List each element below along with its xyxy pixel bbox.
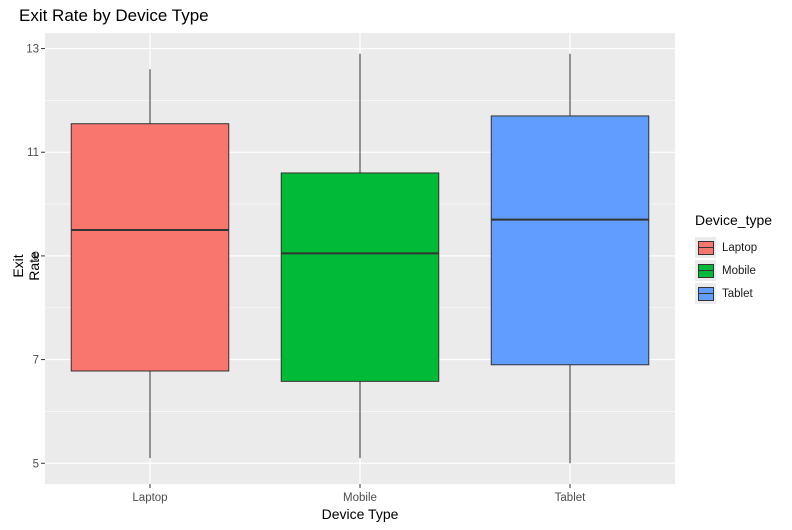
legend-title: Device_type [695, 212, 773, 228]
legend-key [695, 237, 716, 258]
legend-median-mark [698, 270, 714, 271]
y-tick-label: 11 [27, 147, 39, 159]
y-tick-label: 9 [33, 251, 39, 263]
y-axis-label: Exit Rate [10, 251, 42, 281]
legend: Device_type Laptop Mobile Tablet [695, 212, 772, 305]
box-tablet [490, 115, 650, 366]
legend-item-laptop: Laptop [695, 236, 772, 259]
legend-item-mobile: Mobile [695, 259, 772, 282]
legend-median-mark [698, 247, 714, 248]
x-tick-label: Laptop [132, 492, 167, 504]
legend-label: Mobile [722, 264, 756, 277]
legend-swatch [698, 264, 714, 278]
y-tick-label: 13 [26, 44, 39, 56]
legend-swatch [698, 287, 714, 301]
chart-title: Exit Rate by Device Type [19, 6, 209, 25]
legend-items: Laptop Mobile Tablet [695, 236, 772, 305]
legend-label: Tablet [722, 287, 753, 300]
legend-key [695, 283, 716, 304]
legend-key [695, 260, 716, 281]
x-tick-label: Tablet [555, 492, 586, 504]
y-tick-label: 5 [33, 458, 39, 470]
box-laptop [70, 123, 230, 372]
legend-swatch [698, 241, 714, 255]
legend-label: Laptop [722, 241, 758, 254]
box-mobile [280, 172, 440, 382]
y-tick-label: 7 [33, 355, 39, 367]
legend-item-tablet: Tablet [695, 282, 772, 305]
legend-median-mark [698, 293, 714, 294]
x-axis-label: Device Type [321, 506, 399, 522]
x-tick-label: Mobile [343, 492, 377, 504]
